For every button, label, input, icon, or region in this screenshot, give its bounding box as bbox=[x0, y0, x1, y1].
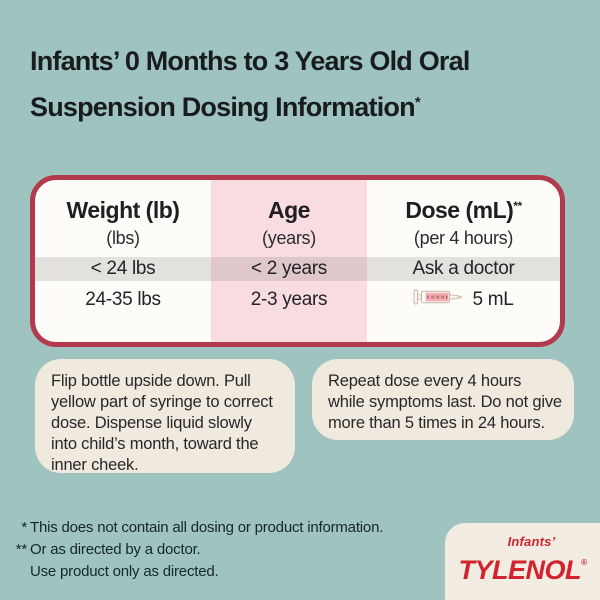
brand-infants-label: Infants’ bbox=[507, 534, 556, 549]
title-line1: Infants’ 0 Months to 3 Years Old Oral bbox=[30, 46, 470, 76]
table-row-2-weight: 24-35 lbs bbox=[85, 289, 161, 310]
dosing-table-grid: Weight (lb) (lbs) Age (years) Dose (mL)*… bbox=[35, 180, 560, 342]
tylenol-logo: TYLENOL® bbox=[459, 549, 587, 584]
table-row-2-dose-value: 5 mL bbox=[472, 289, 514, 310]
table-row-1-age: < 2 years bbox=[251, 258, 327, 279]
dose-header-label: Dose (mL) bbox=[405, 197, 514, 223]
registered-mark: ® bbox=[581, 558, 587, 567]
syringe-icon bbox=[413, 288, 463, 312]
footnote-1-text: This does not contain all dosing or prod… bbox=[30, 519, 384, 536]
footnote-2-text: Or as directed by a doctor. bbox=[30, 541, 201, 558]
instruction-note-syringe: Flip bottle upside down. Pull yellow par… bbox=[35, 359, 295, 474]
age-header-sub: (years) bbox=[262, 228, 316, 248]
footnote-2: ** Or as directed by a doctor. bbox=[6, 539, 383, 561]
table-row-2-age: 2-3 years bbox=[250, 289, 328, 310]
tylenol-wordmark: TYLENOL bbox=[458, 555, 582, 585]
instruction-note-repeat: Repeat dose every 4 hours while symptoms… bbox=[312, 359, 574, 440]
footnotes: * This does not contain all dosing or pr… bbox=[6, 517, 384, 583]
column-header-weight: Weight (lb) (lbs) bbox=[35, 180, 211, 257]
footnote-3-marker bbox=[6, 561, 30, 583]
dose-header-sub: (per 4 hours) bbox=[413, 228, 514, 248]
column-header-dose: Dose (mL)** (per 4 hours) bbox=[367, 180, 560, 257]
age-column-highlight bbox=[211, 180, 367, 342]
page-title: Infants’ 0 Months to 3 Years Old Oral Su… bbox=[30, 40, 575, 128]
footnote-3: Use product only as directed. bbox=[6, 561, 383, 583]
dose-header-sup: ** bbox=[513, 199, 522, 213]
weight-header-sub: (lbs) bbox=[106, 228, 140, 248]
age-header-label: Age bbox=[268, 197, 310, 223]
title-line2: Suspension Dosing Information bbox=[30, 92, 416, 122]
weight-header-label: Weight (lb) bbox=[66, 197, 180, 223]
row-shading bbox=[35, 257, 560, 281]
table-row-1-weight: < 24 lbs bbox=[90, 258, 156, 279]
column-header-age: Age (years) bbox=[211, 180, 367, 257]
table-row-2-dose: 5 mL bbox=[367, 281, 560, 319]
brand-card: Infants’ TYLENOL® bbox=[445, 523, 600, 600]
footnote-1: * This does not contain all dosing or pr… bbox=[6, 517, 383, 539]
footnote-3-text: Use product only as directed. bbox=[30, 563, 219, 580]
title-footnote-marker: * bbox=[414, 94, 421, 111]
footnote-1-marker: * bbox=[21, 519, 27, 536]
dosing-table: Weight (lb) (lbs) Age (years) Dose (mL)*… bbox=[30, 175, 565, 347]
table-row-1-dose: Ask a doctor bbox=[412, 258, 515, 279]
footnote-2-marker: ** bbox=[15, 541, 27, 558]
